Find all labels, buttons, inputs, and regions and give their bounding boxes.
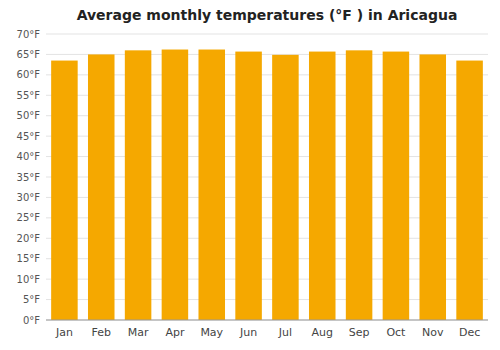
bar: [235, 52, 262, 320]
x-tick-label: Jul: [278, 326, 292, 339]
title: Average monthly temperatures (°F ) in Ar…: [77, 7, 458, 23]
y-tick-label: 60°F: [17, 69, 41, 80]
x-tick-label: Oct: [386, 326, 406, 339]
bar: [125, 50, 152, 320]
x-tick-label: Apr: [165, 326, 185, 339]
y-tick-label: 65°F: [17, 49, 41, 60]
bar: [309, 52, 336, 320]
x-tick-label: Feb: [92, 326, 111, 339]
x-axis-line: [46, 320, 488, 321]
y-tick-label: 50°F: [17, 110, 41, 121]
y-tick-label: 35°F: [17, 172, 41, 183]
grid: [46, 34, 488, 320]
y-tick-label: 5°F: [23, 294, 40, 305]
y-tick-label: 55°F: [17, 90, 41, 101]
bar: [346, 50, 373, 320]
chart: Average monthly temperatures (°F ) in Ar…: [0, 0, 500, 350]
bar: [162, 50, 189, 320]
x-tick-label: Sep: [349, 326, 370, 339]
y-tick-label: 25°F: [17, 212, 41, 223]
x-tick-label: Jan: [55, 326, 73, 339]
x-tick-label: May: [200, 326, 223, 339]
x-tick-label: Jun: [239, 326, 257, 339]
bars: [51, 50, 483, 320]
bar: [272, 55, 299, 320]
y-tick-label: 15°F: [17, 253, 41, 264]
y-tick-label: 20°F: [17, 233, 41, 244]
y-tick-label: 30°F: [17, 192, 41, 203]
x-axis: Jan Feb Mar Apr May Jun Jul Aug Sep Oct Nov Dec: [46, 320, 488, 339]
chart-container: Average monthly temperatures (°F ) in Ar…: [0, 0, 500, 350]
grid-line: [46, 34, 488, 35]
bar: [383, 52, 410, 320]
y-tick-label: 10°F: [17, 274, 41, 285]
bar: [198, 50, 225, 320]
bar: [88, 54, 115, 320]
bar: [51, 61, 78, 320]
y-tick-label: 0°F: [23, 315, 40, 326]
x-tick-label: Mar: [128, 326, 149, 339]
y-tick-label: 70°F: [17, 29, 41, 40]
x-tick-label: Nov: [422, 326, 444, 339]
bar: [456, 61, 483, 320]
x-tick-label: Aug: [312, 326, 333, 339]
grid-line: [46, 320, 488, 321]
x-tick-label: Dec: [459, 326, 480, 339]
bar: [419, 54, 446, 320]
y-tick-label: 45°F: [17, 131, 41, 142]
y-tick-label: 40°F: [17, 151, 41, 162]
y-axis: 0°F 5°F 10°F 15°F 20°F 25°F 30°F 35°F 40°F 45°F 50…: [17, 29, 41, 326]
